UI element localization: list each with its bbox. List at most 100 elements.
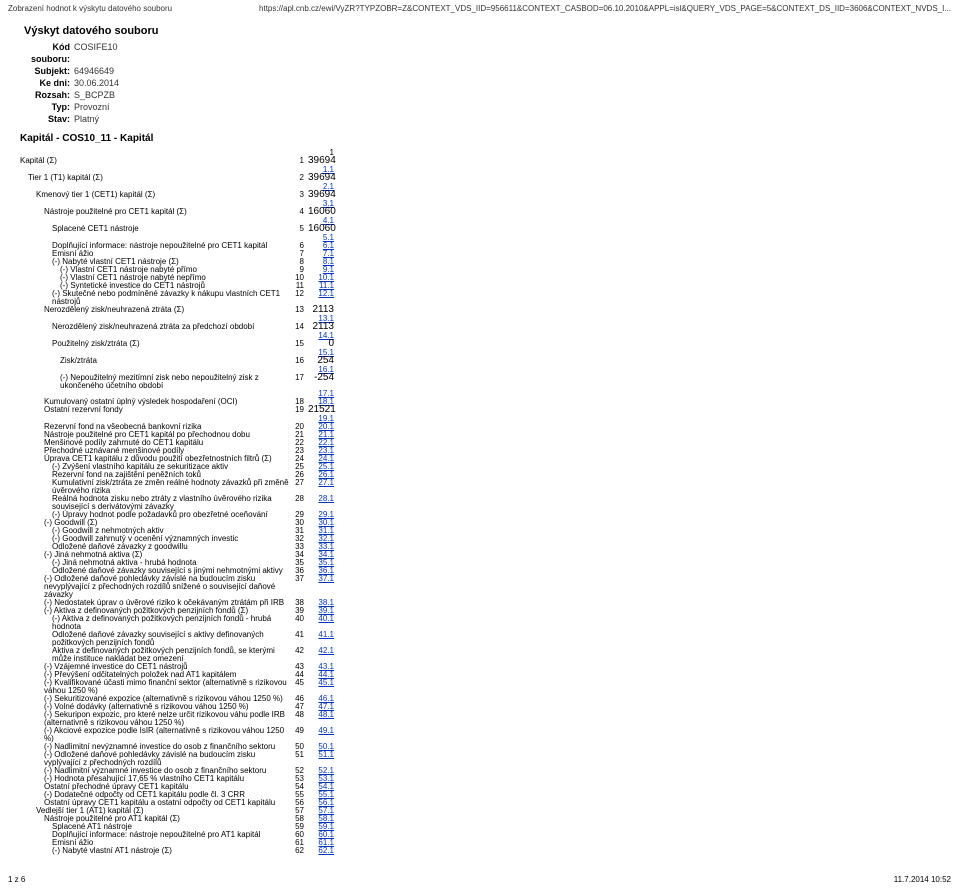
row-link[interactable]: 51.1 (318, 750, 334, 759)
row-link[interactable]: 41.1 (318, 630, 334, 639)
table-row: (-) Nepoužitelný mezitímní zisk nebo nep… (20, 374, 949, 390)
row-label: Splacené CET1 nástroje (20, 225, 290, 233)
row-label: Nerozdělený zisk/neuhrazená ztráta (Σ) (20, 306, 290, 314)
header-left: Zobrazení hodnot k výskytu datového soub… (8, 4, 172, 13)
row-number: 46 (290, 695, 308, 703)
row-value-link: 28.1 (308, 495, 338, 503)
table-row: Kmenový tier 1 (CET1) kapitál (Σ)339694 (20, 191, 949, 200)
row-number: 58 (290, 815, 308, 823)
meta-label: Rozsah: (18, 89, 74, 101)
row-label: (-) Volné dodávky (alternativně s riziko… (20, 703, 290, 711)
row-number: 17 (290, 374, 308, 382)
row-label: (-) Odložené daňové pohledávky závislé n… (20, 575, 290, 599)
row-number: 8 (290, 258, 308, 266)
row-link[interactable]: 40.1 (318, 614, 334, 623)
table-row: Reálná hodnota zisku nebo ztráty z vlast… (20, 495, 949, 511)
row-number: 7 (290, 250, 308, 258)
row-value-link: 42.1 (308, 647, 338, 655)
row-number: 44 (290, 671, 308, 679)
table-subrow: 4.1 (20, 217, 949, 225)
row-number: 52 (290, 767, 308, 775)
meta-label: Ke dni: (18, 77, 74, 89)
table-row: Použitelný zisk/ztráta (Σ)150 (20, 340, 949, 349)
table-row: Odložené daňové závazky související s ak… (20, 631, 949, 647)
table-row: (-) Hodnota přesahující 17,65 % vlastníh… (20, 775, 949, 783)
row-link[interactable]: 62.1 (318, 846, 334, 855)
row-number: 57 (290, 807, 308, 815)
row-link[interactable]: 45.1 (318, 678, 334, 687)
row-label: Tier 1 (T1) kapitál (Σ) (20, 174, 290, 182)
meta-row: Ke dni:30.06.2014 (18, 77, 949, 89)
row-label: (-) Akciové expozice podle IsIR (alterna… (20, 727, 290, 743)
row-link[interactable]: 12.1 (318, 289, 334, 298)
row-number: 13 (290, 306, 308, 314)
meta-label: Stav: (18, 113, 74, 125)
row-link[interactable]: 48.1 (318, 710, 334, 719)
row-value-link: 45.1 (308, 679, 338, 687)
row-value-link: 37.1 (308, 575, 338, 583)
meta-row: Typ:Provozní (18, 101, 949, 113)
table-row: Kapitál (Σ)139694 (20, 157, 949, 166)
table-row: (-) Dodatečné odpočty od CET1 kapitálu p… (20, 791, 949, 799)
table-row: (-) Odložené daňové pohledávky závislé n… (20, 575, 949, 599)
header-right-url: https://apl.cnb.cz/ewi/VyZR?TYPZOBR=Z&CO… (259, 4, 951, 13)
row-label: Ostatní úpravy CET1 kapitálu a ostatní o… (20, 799, 290, 807)
meta-value: S_BCPZB (74, 89, 115, 101)
row-number: 1 (290, 157, 308, 165)
table-row: Ostatní rezervní fondy1921521 (20, 406, 949, 415)
row-link[interactable]: 27.1 (318, 478, 334, 487)
row-value-link: 51.1 (308, 751, 338, 759)
table-row: Splacené CET1 nástroje516060 (20, 225, 949, 234)
row-label: (-) Dodatečné odpočty od CET1 kapitálu p… (20, 791, 290, 799)
row-link[interactable]: 42.1 (318, 646, 334, 655)
row-number: 14 (290, 323, 308, 331)
row-label: (-) Hodnota přesahující 17,65 % vlastníh… (20, 775, 290, 783)
table-subrow: 15.1 (20, 349, 949, 357)
meta-value: 64946649 (74, 65, 114, 77)
table-row: Tier 1 (T1) kapitál (Σ)239694 (20, 174, 949, 183)
row-number: 37 (290, 575, 308, 583)
row-value-link: 48.1 (308, 711, 338, 719)
meta-value: 30.06.2014 (74, 77, 119, 89)
row-value-link: 41.1 (308, 631, 338, 639)
row-link[interactable]: 28.1 (318, 494, 334, 503)
row-number: 61 (290, 839, 308, 847)
row-number: 55 (290, 791, 308, 799)
row-link[interactable]: 49.1 (318, 726, 334, 735)
table-row: (-) Převýšení odčitatelných položek nad … (20, 671, 949, 679)
meta-row: Subjekt:64946649 (18, 65, 949, 77)
table-row: Nástroje použitelné pro CET1 kapitál (Σ)… (20, 208, 949, 217)
row-label: (-) Sekuritizované expozice (alternativn… (20, 695, 290, 703)
section-title: Kapitál - COS10_11 - Kapitál (20, 133, 949, 144)
row-link[interactable]: 37.1 (318, 574, 334, 583)
table-row: (-) Nadlimitní významné investice do oso… (20, 767, 949, 775)
table-row: Odložené daňové závazky z goodwillu3333.… (20, 543, 949, 551)
row-label: Ostatní rezervní fondy (20, 406, 290, 414)
data-grid: Kapitál (Σ)1396941.1Tier 1 (T1) kapitál … (20, 157, 949, 855)
row-number: 4 (290, 208, 308, 216)
row-number: 45 (290, 679, 308, 687)
table-row: Doplňující informace: nástroje nepoužite… (20, 831, 949, 839)
meta-value: Platný (74, 113, 99, 125)
table-subrow: 2.1 (20, 183, 949, 191)
row-label: Kmenový tier 1 (CET1) kapitál (Σ) (20, 191, 290, 199)
table-row: Vedlejší tier 1 (AT1) kapitál (Σ)5757.1 (20, 807, 949, 815)
meta-label: Subjekt: (18, 65, 74, 77)
table-subrow: 1.1 (20, 166, 949, 174)
row-label: Odložené daňové závazky související s ak… (20, 631, 290, 647)
row-label: (-) Sekuripon expozic, pro které nelze u… (20, 711, 290, 727)
row-number: 51 (290, 751, 308, 759)
row-number: 3 (290, 191, 308, 199)
row-label: (-) Nepoužitelný mezitímní zisk nebo nep… (20, 374, 290, 390)
table-row: (-) Volné dodávky (alternativně s riziko… (20, 703, 949, 711)
table-row: (-) Kvalifikované účasti mimo finanční s… (20, 679, 949, 695)
row-value: -254 (308, 374, 338, 383)
row-label: (-) Odložené daňové pohledávky závislé n… (20, 751, 290, 767)
row-number: 2 (290, 174, 308, 182)
row-number: 50 (290, 743, 308, 751)
table-row: (-) Sekuripon expozic, pro které nelze u… (20, 711, 949, 727)
row-label: Použitelný zisk/ztráta (Σ) (20, 340, 290, 348)
table-row: Zisk/ztráta16254 (20, 357, 949, 366)
row-label: (-) Nabyté vlastní AT1 nástroje (Σ) (20, 847, 290, 855)
row-label: Emisní ážio (20, 839, 290, 847)
